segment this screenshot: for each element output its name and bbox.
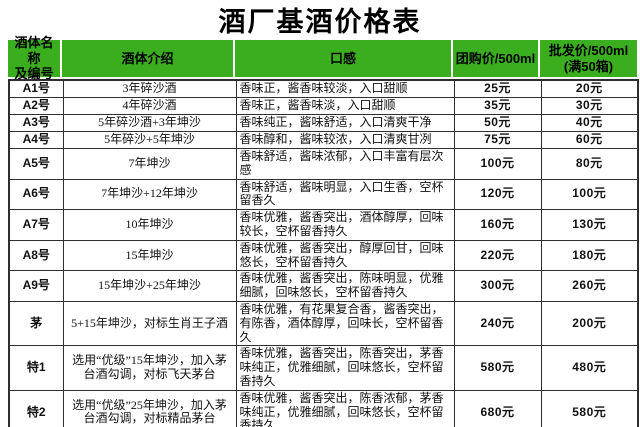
cell-code: A5号 bbox=[8, 148, 64, 180]
cell-wholesale-price: 40元 bbox=[540, 114, 639, 132]
column-header-intro: 酒体介绍 bbox=[62, 40, 235, 77]
column-header-group-price: 团购价/500ml bbox=[453, 40, 540, 77]
table-row: A6号 7年坤沙+12年坤沙 香味舒适，酱味明显，入口生香，空杯留香久 120元 100… bbox=[8, 178, 639, 211]
table-row: A3号 5年碎沙酒+3年坤沙 香味纯正，酱味舒适，入口清爽干净 50元 40元 bbox=[8, 114, 639, 132]
cell-code: A3号 bbox=[8, 114, 64, 132]
table-row: 特1 选用“优级”15年坤沙，加入茅台酒勾调，对标飞天茅台 香味优雅，酱香突出，陈香… bbox=[8, 345, 639, 391]
cell-wholesale-price: 580元 bbox=[540, 389, 639, 427]
cell-intro: 10年坤沙 bbox=[62, 209, 237, 241]
column-header-taste: 口感 bbox=[235, 40, 453, 77]
cell-taste: 香味正，酱香味淡，入口甜顺 bbox=[235, 97, 455, 115]
cell-group-price: 35元 bbox=[453, 97, 542, 115]
cell-taste: 香味正，酱香味较淡，入口甜顺 bbox=[235, 79, 455, 98]
column-header-name-code: 酒体名称 及编号 bbox=[8, 35, 62, 81]
table-row: A8号 15年坤沙 香味优雅，酱香突出，醇厚回甘，回味悠长，空杯留香持久 220元 18… bbox=[8, 239, 639, 272]
cell-code: A7号 bbox=[8, 209, 64, 241]
cell-code: 特1 bbox=[8, 345, 64, 391]
cell-group-price: 220元 bbox=[453, 239, 542, 272]
cell-taste: 香味舒适，酱味浓郁，入口丰富有层次感 bbox=[235, 148, 455, 180]
table-row: A5号 7年坤沙 香味舒适，酱味浓郁，入口丰富有层次感 100元 80元 bbox=[8, 148, 639, 180]
cell-taste: 香味纯正，酱味舒适，入口清爽干净 bbox=[235, 114, 455, 132]
table-row: 特2 选用“优级”25年坤沙，加入茅台酒勾调，对标精品茅台 香味优雅，酱香突出，陈香… bbox=[8, 389, 639, 427]
price-table: A1号 3年碎沙酒 香味正，酱香味较淡，入口甜顺 25元 20元 A2号 4年碎沙酒 香味正，… bbox=[8, 79, 639, 427]
cell-code: A2号 bbox=[8, 97, 64, 115]
cell-code: 特2 bbox=[8, 389, 64, 427]
cell-group-price: 25元 bbox=[453, 79, 542, 98]
table-row: A7号 10年坤沙 香味优雅，酱香突出，酒体醇厚，回味较长，空杯留香持久 160元 13… bbox=[8, 209, 639, 241]
cell-intro: 5年碎沙+5年坤沙 bbox=[62, 131, 237, 149]
cell-wholesale-price: 260元 bbox=[540, 270, 639, 302]
cell-taste: 香味优雅，酱香突出，陈香浓郁，茅香味纯正，优雅细腻，回味悠长，空杯留香持久 bbox=[235, 389, 455, 427]
cell-code: 茅 bbox=[8, 300, 64, 347]
cell-intro: 3年碎沙酒 bbox=[62, 79, 237, 98]
cell-intro: 5年碎沙酒+3年坤沙 bbox=[62, 114, 237, 132]
cell-intro: 7年坤沙+12年坤沙 bbox=[62, 178, 237, 211]
cell-code: A6号 bbox=[8, 178, 64, 211]
cell-code: A1号 bbox=[8, 79, 64, 98]
cell-group-price: 75元 bbox=[453, 131, 542, 149]
cell-taste: 香味优雅，酱香突出，酒体醇厚，回味较长，空杯留香持久 bbox=[235, 209, 455, 241]
cell-wholesale-price: 100元 bbox=[540, 178, 639, 211]
cell-intro: 7年坤沙 bbox=[62, 148, 237, 180]
cell-group-price: 240元 bbox=[453, 300, 542, 347]
table-row: A9号 15年坤沙+25年坤沙 香味优雅，酱香突出，陈味明显，优雅细腻，回味悠长，空… bbox=[8, 270, 639, 302]
cell-code: A4号 bbox=[8, 131, 64, 149]
cell-wholesale-price: 130元 bbox=[540, 209, 639, 241]
cell-wholesale-price: 480元 bbox=[540, 345, 639, 391]
cell-wholesale-price: 180元 bbox=[540, 239, 639, 272]
cell-taste: 香味醇和，酱味较浓，入口清爽甘冽 bbox=[235, 131, 455, 149]
cell-group-price: 160元 bbox=[453, 209, 542, 241]
cell-wholesale-price: 20元 bbox=[540, 79, 639, 98]
cell-taste: 香味优雅，有花果复合香，酱香突出，有陈香，酒体醇厚，回味长，空杯留香久 bbox=[235, 300, 455, 347]
table-body: A1号 3年碎沙酒 香味正，酱香味较淡，入口甜顺 25元 20元 A2号 4年碎沙酒 香味正，… bbox=[8, 79, 639, 427]
cell-intro: 15年坤沙+25年坤沙 bbox=[62, 270, 237, 302]
cell-group-price: 580元 bbox=[453, 345, 542, 391]
page-title: 酒厂基酒价格表 bbox=[218, 7, 422, 37]
cell-group-price: 120元 bbox=[453, 178, 542, 211]
cell-group-price: 300元 bbox=[453, 270, 542, 302]
cell-group-price: 680元 bbox=[453, 389, 542, 427]
cell-intro: 5+15年坤沙，对标生肖王子酒 bbox=[62, 300, 237, 347]
cell-wholesale-price: 30元 bbox=[540, 97, 639, 115]
cell-taste: 香味优雅，酱香突出，陈香突出，茅香味纯正，优雅细腻，回味悠长，空杯留香持久 bbox=[235, 345, 455, 391]
table-header-row: 酒体名称 及编号 酒体介绍 口感 团购价/500ml 批发价/500ml (满5… bbox=[8, 35, 637, 81]
table-row: A4号 5年碎沙+5年坤沙 香味醇和，酱味较浓，入口清爽甘冽 75元 60元 bbox=[8, 131, 639, 149]
cell-wholesale-price: 60元 bbox=[540, 131, 639, 149]
table-row: A2号 4年碎沙酒 香味正，酱香味淡，入口甜顺 35元 30元 bbox=[8, 97, 639, 115]
cell-intro: 4年碎沙酒 bbox=[62, 97, 237, 115]
table-row: A1号 3年碎沙酒 香味正，酱香味较淡，入口甜顺 25元 20元 bbox=[8, 79, 639, 98]
cell-code: A8号 bbox=[8, 239, 64, 272]
cell-intro: 15年坤沙 bbox=[62, 239, 237, 272]
column-header-wholesale-price: 批发价/500ml (满50箱) bbox=[540, 40, 637, 77]
cell-intro: 选用“优级”15年坤沙，加入茅台酒勾调，对标飞天茅台 bbox=[62, 345, 237, 391]
cell-group-price: 50元 bbox=[453, 114, 542, 132]
cell-group-price: 100元 bbox=[453, 148, 542, 180]
cell-code: A9号 bbox=[8, 270, 64, 302]
cell-intro: 选用“优级”25年坤沙，加入茅台酒勾调，对标精品茅台 bbox=[62, 389, 237, 427]
cell-taste: 香味优雅，酱香突出，陈味明显，优雅细腻，回味悠长，空杯留香持久 bbox=[235, 270, 455, 302]
cell-taste: 香味舒适，酱味明显，入口生香，空杯留香久 bbox=[235, 178, 455, 211]
cell-wholesale-price: 80元 bbox=[540, 148, 639, 180]
cell-taste: 香味优雅，酱香突出，醇厚回甘，回味悠长，空杯留香持久 bbox=[235, 239, 455, 272]
cell-wholesale-price: 200元 bbox=[540, 300, 639, 347]
table-row: 茅 5+15年坤沙，对标生肖王子酒 香味优雅，有花果复合香，酱香突出，有陈香，酒体醇… bbox=[8, 300, 639, 347]
